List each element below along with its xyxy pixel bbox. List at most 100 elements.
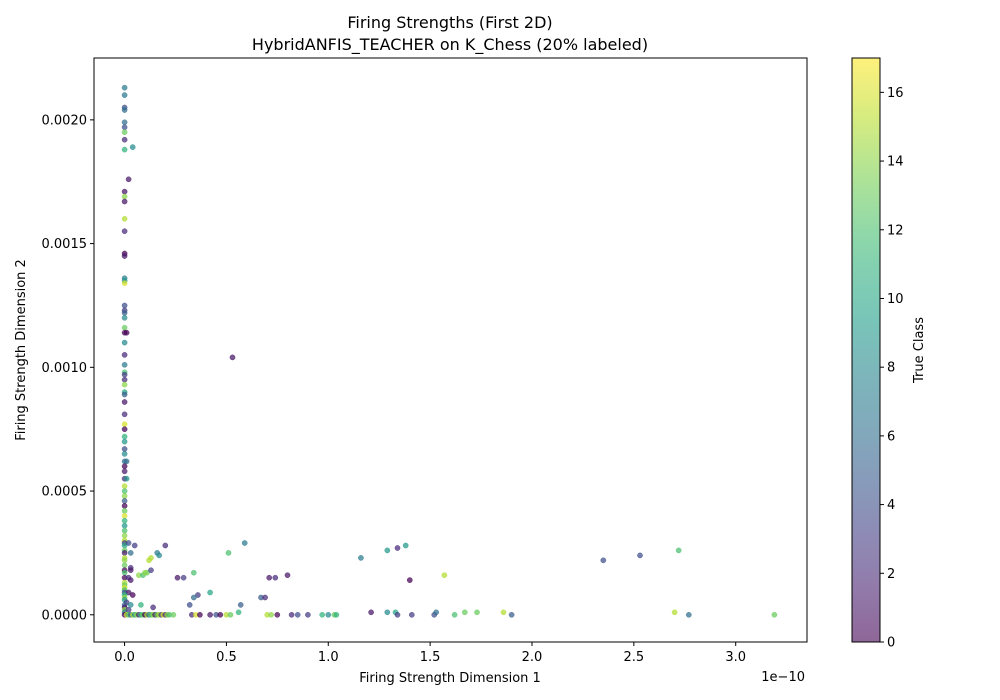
data-point (325, 612, 332, 618)
data-point (121, 381, 128, 388)
data-point (771, 612, 778, 618)
data-point (121, 488, 128, 494)
data-point (142, 569, 148, 576)
data-point (121, 136, 128, 143)
data-point (121, 517, 128, 524)
x-tick-label: 2.5 (623, 650, 644, 665)
data-point (686, 612, 692, 618)
data-point (121, 129, 128, 135)
data-point (637, 552, 643, 559)
data-point (235, 609, 242, 616)
x-tick-label: 3.0 (725, 650, 746, 665)
y-tick-label: 0.0020 (42, 113, 88, 128)
data-point (451, 612, 458, 618)
y-tick-label: 0.0005 (42, 485, 88, 500)
data-point (190, 569, 197, 576)
colorbar-frame (851, 57, 881, 643)
data-point (274, 612, 281, 618)
y-tick-label: 0.0010 (42, 361, 88, 376)
data-point (227, 612, 234, 618)
data-point (121, 314, 128, 321)
data-point (358, 555, 364, 561)
data-point (121, 391, 128, 398)
data-point (127, 577, 134, 583)
data-point (121, 146, 128, 153)
data-point (121, 411, 128, 418)
data-point (121, 433, 128, 440)
colorbar-tick-label: 4 (887, 498, 895, 513)
x-tick-label: 2.0 (522, 650, 543, 665)
x-tick-label: 0.5 (216, 650, 237, 665)
colorbar-tick-label: 12 (887, 223, 904, 238)
data-point (148, 567, 154, 574)
data-point (441, 572, 448, 579)
data-point (671, 609, 678, 616)
data-point (121, 446, 128, 452)
data-point (121, 324, 128, 331)
data-point (180, 574, 187, 581)
data-point (268, 612, 275, 618)
data-point (121, 421, 128, 428)
x-axis-label: Firing Strength Dimension 1 (359, 671, 541, 686)
plot-frame (93, 57, 808, 643)
chart-subtitle: HybridANFIS_TEACHER on K_Chess (20% labe… (252, 35, 648, 55)
data-point (121, 124, 128, 131)
data-point (121, 483, 128, 489)
data-point (129, 592, 136, 598)
data-point (229, 354, 236, 361)
data-point (121, 503, 128, 509)
data-point (131, 542, 138, 549)
colorbar-label: True Class (912, 317, 927, 384)
data-point (125, 607, 132, 613)
data-point (121, 522, 128, 529)
data-point (600, 557, 607, 564)
data-point (121, 302, 128, 309)
data-point (207, 589, 213, 596)
data-point (197, 612, 203, 618)
data-point (394, 612, 401, 618)
data-point (195, 592, 201, 598)
data-point (121, 361, 128, 368)
data-point (121, 513, 128, 519)
data-point (121, 253, 128, 259)
colorbar-tick-label: 14 (887, 155, 904, 170)
data-point (121, 188, 128, 195)
x-tick-label: 0.0 (114, 650, 135, 665)
data-point (121, 107, 128, 113)
colorbar-tick-label: 8 (887, 361, 895, 376)
data-point (406, 577, 413, 583)
data-point (121, 438, 128, 445)
data-point (125, 176, 132, 183)
colorbar-tick-label: 2 (887, 567, 895, 582)
data-point (121, 463, 128, 470)
data-points (121, 84, 778, 618)
data-point (217, 612, 224, 618)
data-point (508, 612, 515, 618)
data-point (127, 602, 134, 608)
data-point (121, 498, 128, 504)
data-point (241, 540, 248, 546)
data-point (402, 542, 409, 549)
data-point (225, 550, 232, 556)
colorbar-axis: 0 2 4 6 8 10 12 14 16 (880, 86, 904, 651)
data-point (121, 399, 128, 405)
data-point (284, 572, 291, 579)
data-point (121, 451, 128, 457)
data-point (121, 215, 128, 222)
data-point (368, 609, 374, 616)
data-point (127, 567, 134, 574)
x-tick-label: 1.0 (318, 650, 339, 665)
data-point (121, 352, 128, 358)
data-point (121, 193, 128, 200)
y-axis-label: Firing Strength Dimension 2 (14, 259, 29, 441)
colorbar-tick-label: 16 (887, 86, 904, 101)
data-point (121, 557, 128, 564)
data-point (121, 562, 128, 569)
data-point (121, 493, 128, 499)
data-point (121, 371, 128, 378)
data-point (384, 609, 391, 616)
data-point (319, 612, 326, 618)
data-point (125, 589, 132, 596)
data-point (288, 612, 295, 618)
data-point (138, 602, 144, 608)
